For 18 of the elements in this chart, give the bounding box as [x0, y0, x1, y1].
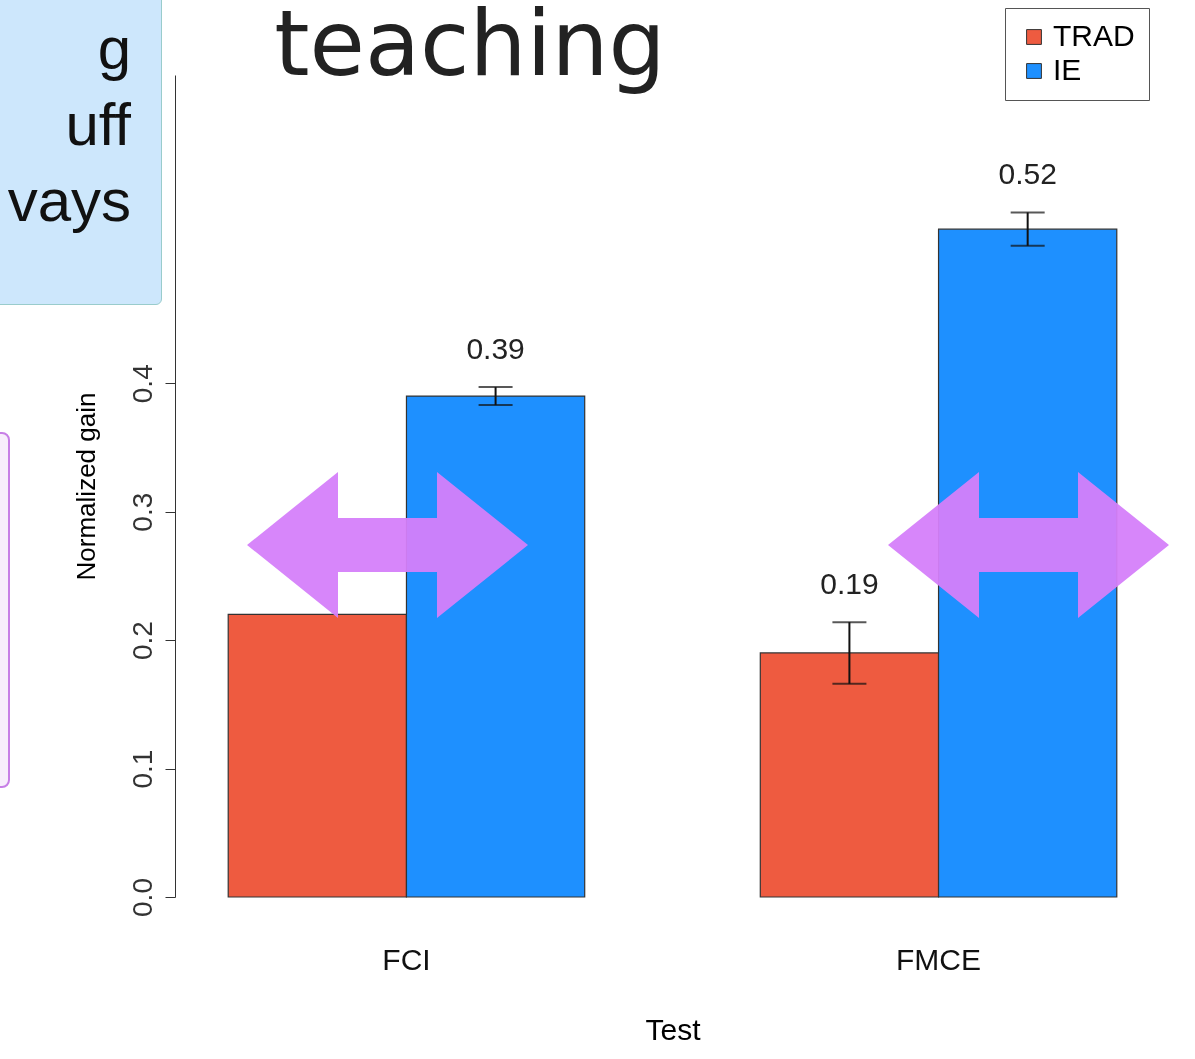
legend-label: IE	[1053, 53, 1082, 86]
text: vays	[6, 166, 131, 236]
data-label: 0.19	[820, 567, 879, 601]
y-axis-title: Normalized gain	[70, 392, 101, 581]
x-tick-label: FCI	[382, 942, 431, 976]
text: g	[96, 14, 131, 84]
y-tick-label: 0.2	[126, 621, 158, 661]
data-label: 0.39	[466, 332, 525, 366]
y-tick-label: 0.1	[126, 749, 158, 789]
legend-label: TRAD	[1053, 19, 1135, 52]
y-tick-label: 0.3	[126, 492, 158, 532]
data-label: 0.52	[998, 157, 1057, 191]
y-tick-label: 0.4	[126, 364, 158, 404]
chart-title: teaching	[274, 0, 666, 96]
y-tick-label: 0.0	[126, 878, 158, 917]
x-tick-label: FMCE	[896, 942, 982, 976]
text: uff	[64, 90, 131, 160]
x-axis-title: Test	[645, 1012, 702, 1046]
